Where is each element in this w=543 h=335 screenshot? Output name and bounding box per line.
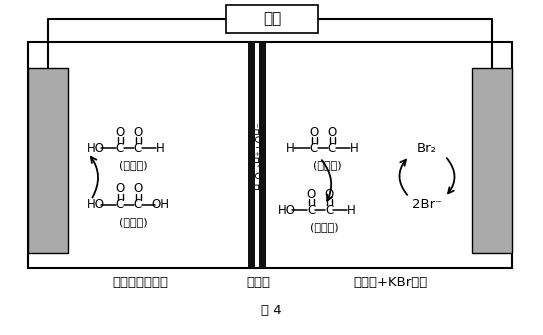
Text: 2Br⁻: 2Br⁻ — [412, 199, 442, 211]
Bar — [28, 42, 512, 268]
Text: 双极膜: 双极膜 — [246, 275, 270, 288]
Text: H: H — [286, 141, 294, 154]
Text: O: O — [134, 183, 143, 196]
Text: HO: HO — [278, 203, 296, 216]
Text: H₂O→H⁺+OH⁻: H₂O→H⁺+OH⁻ — [256, 121, 266, 189]
Text: C: C — [307, 203, 315, 216]
Text: O: O — [310, 126, 319, 138]
Text: HO: HO — [87, 141, 105, 154]
Text: O: O — [115, 183, 125, 196]
Bar — [226, 5, 318, 33]
Text: (乙二醛): (乙二醛) — [313, 160, 342, 170]
Bar — [248, 42, 255, 268]
Bar — [472, 68, 512, 253]
Text: C: C — [116, 141, 124, 154]
Text: C: C — [134, 141, 142, 154]
Text: O: O — [306, 188, 315, 201]
Text: C: C — [328, 141, 336, 154]
Text: C: C — [310, 141, 318, 154]
Text: C: C — [134, 199, 142, 211]
Text: H: H — [346, 203, 355, 216]
Text: (乙醛酸): (乙醛酸) — [310, 222, 338, 232]
Text: 石
墨
电
极: 石 墨 电 极 — [488, 129, 496, 192]
Text: (乙醛酸): (乙醛酸) — [119, 160, 147, 170]
Text: (乙二酸): (乙二酸) — [119, 217, 147, 227]
Text: Br₂: Br₂ — [417, 141, 437, 154]
Text: 饱和乙二酸溶液: 饱和乙二酸溶液 — [112, 275, 168, 288]
Text: C: C — [325, 203, 333, 216]
Text: 图 4: 图 4 — [261, 304, 282, 317]
Text: 电源: 电源 — [263, 11, 281, 26]
Bar — [28, 68, 68, 253]
Text: 乙二醛+KBr溶液: 乙二醛+KBr溶液 — [353, 275, 427, 288]
Bar — [259, 42, 266, 268]
Text: O: O — [134, 126, 143, 138]
Text: C: C — [116, 199, 124, 211]
Text: 铅
电
极: 铅 电 极 — [44, 137, 52, 184]
Text: H: H — [350, 141, 358, 154]
Text: O: O — [327, 126, 337, 138]
Text: H: H — [156, 141, 165, 154]
Text: O: O — [324, 188, 333, 201]
Text: O: O — [115, 126, 125, 138]
Text: HO: HO — [87, 199, 105, 211]
Text: OH: OH — [151, 199, 169, 211]
